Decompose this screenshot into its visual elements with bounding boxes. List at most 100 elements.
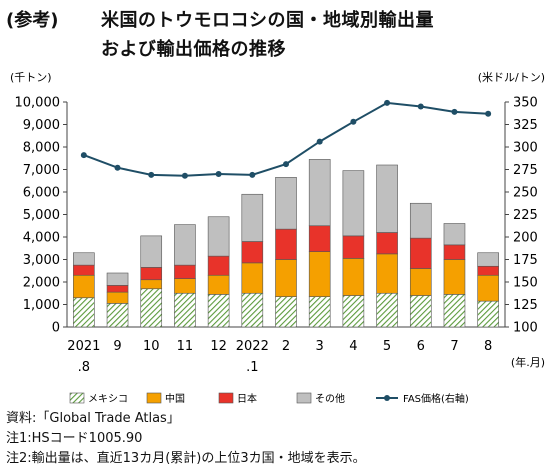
price-point: [148, 171, 155, 178]
bar-segment: [207, 294, 230, 328]
bar-segment: [409, 268, 432, 296]
price-point: [215, 171, 222, 177]
bar-segment: [140, 279, 163, 290]
legend-swatch: [218, 392, 234, 404]
bar-segment: [275, 259, 297, 297]
bar-segment: [443, 244, 466, 260]
x-tick-label: 6: [417, 339, 425, 354]
y-right-tick-label: 175: [513, 253, 538, 268]
legend-label: FAS価格(右軸): [403, 392, 469, 405]
price-point: [316, 138, 323, 145]
legend-swatch: [146, 392, 162, 404]
price-point: [451, 108, 458, 115]
y-left-tick-label: 6,000: [23, 186, 60, 201]
bar-segment: [174, 292, 196, 328]
note-2: 注2:輸出量は、直近13カ月(累計)の上位3カ国・地域を表示。: [6, 451, 366, 466]
bar-segment: [174, 278, 196, 294]
y-right-tick-label: 225: [513, 208, 538, 223]
legend-label: メキシコ: [88, 394, 128, 405]
x-tick-label: 9: [113, 339, 121, 354]
bar-segment: [477, 274, 499, 302]
bar-segment: [308, 225, 331, 252]
y-right-tick-label: 200: [513, 231, 538, 246]
y-right-tick-label: 275: [513, 163, 538, 178]
x-tick-label: 2: [282, 339, 290, 354]
y-left-unit: (千トン): [10, 71, 52, 84]
price-point: [80, 152, 87, 159]
bar-segment: [73, 297, 95, 328]
bar-segment: [140, 267, 163, 281]
bar-segment: [342, 235, 365, 259]
bar-segment: [443, 259, 466, 295]
x-tick-label: 12: [210, 339, 227, 354]
bar-segment: [477, 252, 499, 267]
y-left-tick-label: 0: [52, 321, 60, 336]
source-note: 資料:「Global Trade Atlas」: [6, 411, 180, 426]
x-tick-sublabel: .1: [246, 360, 258, 375]
legend-label: 日本: [237, 392, 257, 405]
bar-segment: [275, 296, 297, 328]
reference-label: (参考): [6, 10, 59, 31]
bar-segment: [275, 228, 297, 260]
note-1: 注1:HSコード1005.90: [6, 431, 143, 446]
bar-segment: [207, 255, 230, 276]
y-right-tick-label: 300: [513, 141, 538, 156]
y-left-tick-label: 8,000: [23, 141, 60, 156]
price-point: [249, 171, 256, 178]
bar-segment: [241, 193, 264, 242]
price-point: [350, 118, 357, 125]
y-right-tick-label: 125: [513, 298, 538, 313]
x-tick-label: 2022: [236, 339, 269, 354]
bar-segment: [174, 264, 196, 279]
y-right-tick-label: 150: [513, 276, 538, 291]
y-right-unit: (米ドル/トン): [478, 71, 545, 84]
x-tick-label: 5: [383, 339, 391, 354]
bar-segment: [207, 274, 230, 295]
y-left-tick-label: 9,000: [23, 118, 60, 133]
y-right-tick-label: 350: [513, 96, 538, 111]
y-left-tick-label: 10,000: [15, 96, 61, 111]
y-left-tick-label: 1,000: [23, 298, 60, 313]
x-tick-label: 10: [143, 339, 160, 354]
x-tick-label: 3: [316, 339, 324, 354]
legend-label: その他: [315, 392, 345, 405]
price-point: [384, 99, 391, 106]
bar-segment: [140, 288, 163, 328]
notes-block: 資料:「Global Trade Atlas」 注1:HSコード1005.90 …: [6, 409, 366, 469]
export-chart: 0 1,000 2,000 3,000 4,000 5,000 6,000 7,000 8,00…: [10, 71, 545, 405]
y-right-tick-label: 250: [513, 186, 538, 201]
bar-segment: [207, 216, 230, 257]
bar-segment: [308, 159, 331, 227]
bar-segment: [106, 303, 129, 328]
y-left-tick-label: 2,000: [23, 276, 60, 291]
legend-label: 中国: [165, 392, 185, 405]
x-tick-label: 8: [484, 339, 492, 354]
bar-segment: [443, 294, 466, 328]
y-left-tick-label: 3,000: [23, 253, 60, 268]
bar-segment: [106, 285, 129, 293]
x-tick-sublabel: .8: [78, 360, 90, 375]
x-tick-label: 7: [450, 339, 458, 354]
legend-line-marker: [384, 395, 390, 401]
price-point: [485, 110, 492, 117]
x-unit-label: (年.月): [511, 355, 545, 369]
bar-segment: [275, 177, 297, 230]
bar-segment: [241, 241, 264, 264]
bar-segment: [73, 252, 95, 266]
bar-segment: [342, 170, 365, 237]
bar-segment: [443, 223, 466, 246]
bar-segment: [140, 235, 163, 268]
y-left-tick-label: 7,000: [23, 163, 60, 178]
bar-segment: [376, 232, 398, 255]
bar-segment: [106, 291, 129, 304]
price-point: [417, 103, 424, 110]
chart-title-line2: および輸出価格の推移: [101, 39, 286, 60]
bar-segment: [73, 264, 95, 276]
legend-swatch: [296, 392, 312, 404]
bar-segment: [477, 300, 499, 328]
price-point: [181, 172, 188, 179]
bar-segment: [376, 253, 398, 294]
bar-segment: [241, 292, 264, 328]
bar-segment: [376, 164, 398, 233]
y-right-tick-label: 100: [513, 321, 538, 336]
